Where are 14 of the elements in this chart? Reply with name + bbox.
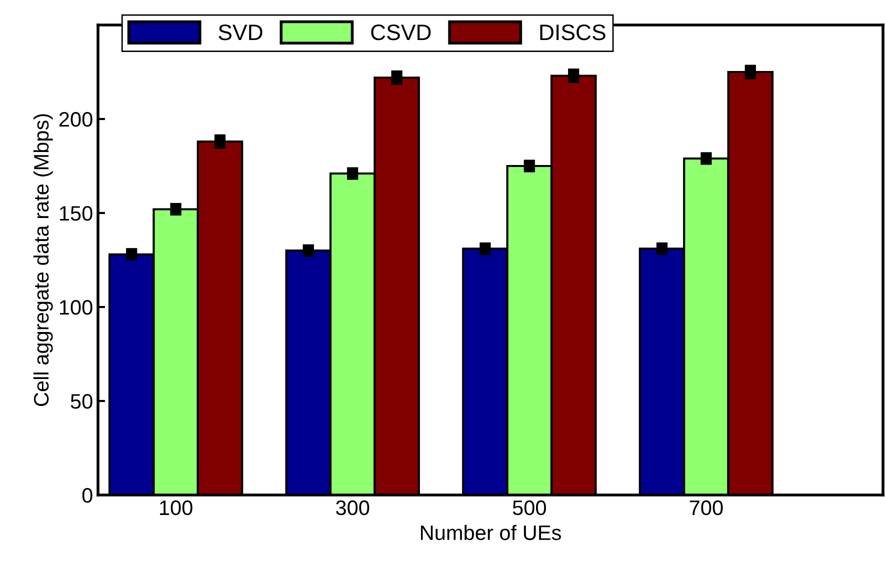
y-tick-label: 0 xyxy=(82,488,92,503)
y-axis-title: Cell aggregate data rate (Mbps) xyxy=(33,114,53,406)
x-tick-label: 500 xyxy=(512,500,546,516)
y-tick-label: 200 xyxy=(59,112,92,127)
x-tick-label: 100 xyxy=(160,500,192,516)
legend-label: DISCS xyxy=(540,24,606,40)
y-tick-label: 150 xyxy=(60,206,92,221)
legend-label: SVD xyxy=(218,24,262,40)
x-axis-title: Number of UEs xyxy=(421,524,561,540)
y-tick-label: 100 xyxy=(60,300,92,315)
x-tick-label: 300 xyxy=(336,500,370,516)
x-tick-label: 700 xyxy=(690,500,723,516)
legend-label: CSVD xyxy=(371,24,431,40)
y-tick-label: 50 xyxy=(70,394,92,409)
